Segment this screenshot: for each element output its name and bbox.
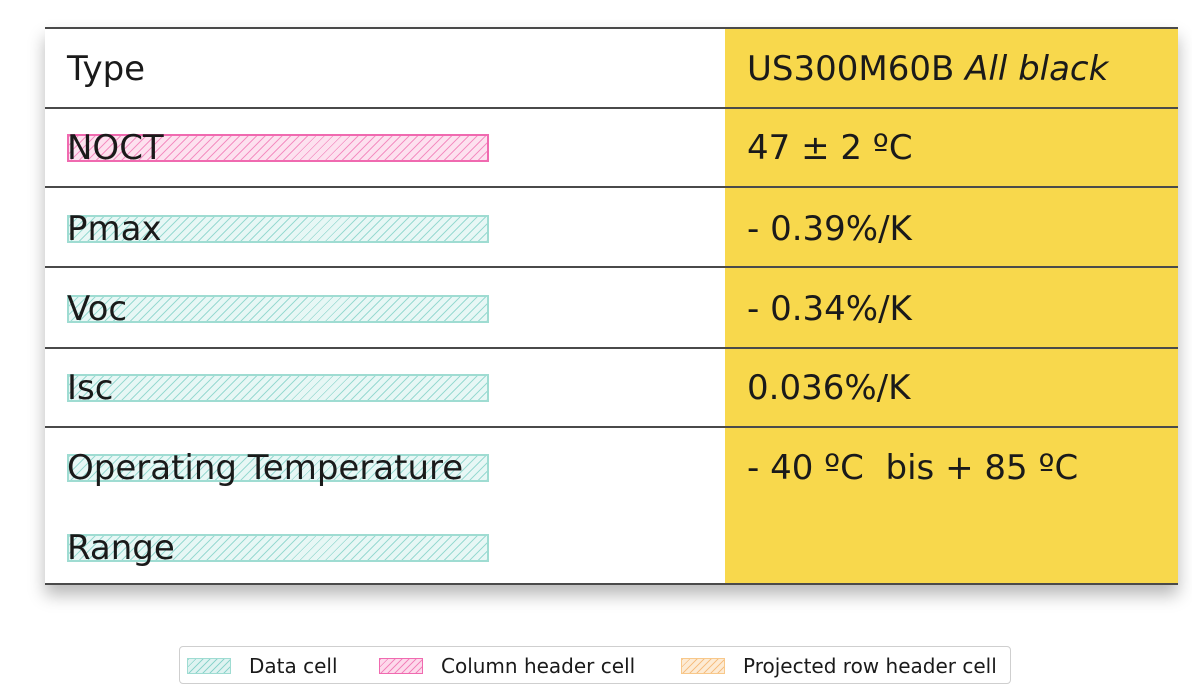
- row-label-range: Range: [67, 528, 175, 568]
- table-row: Voc - 0.34%/K: [45, 266, 1178, 347]
- data-cell-highlight: [67, 534, 489, 562]
- legend-item-projected-row-header-cell: Projected row header cell: [681, 647, 997, 685]
- data-cell-highlight: [67, 215, 489, 243]
- row-label-operating-temperature: Operating Temperature: [67, 448, 464, 488]
- data-cell-highlight: [67, 295, 489, 323]
- row-value-pmax: - 0.39%/K: [747, 209, 912, 249]
- row-value-voc: - 0.34%/K: [747, 289, 912, 329]
- row-divider: [45, 583, 1178, 585]
- column-header-cell-swatch: [379, 658, 423, 674]
- projected-row-header-cell-swatch: [681, 658, 725, 674]
- data-cell-highlight: [67, 454, 489, 482]
- type-model: US300M60B: [747, 49, 955, 89]
- row-label-type: Type: [67, 49, 146, 89]
- type-variant: All black: [965, 49, 1109, 89]
- row-divider: [45, 347, 1178, 349]
- spec-table: Type US300M60B All black NOCT 47 ± 2 ºC …: [45, 27, 1178, 585]
- row-divider: [45, 27, 1178, 29]
- table-row: Operating Temperature Range - 40 ºC bis …: [45, 426, 1178, 583]
- legend-label: Column header cell: [441, 654, 636, 678]
- legend: Data cell Column header cell Projected r…: [179, 646, 1011, 684]
- legend-label: Data cell: [249, 654, 338, 678]
- row-label-noct: NOCT: [67, 128, 164, 168]
- data-cell-swatch: [187, 658, 231, 674]
- value-column-background: [725, 27, 1178, 585]
- row-value-operating-temperature: - 40 ºC bis + 85 ºC: [747, 448, 1079, 488]
- table-row: NOCT 47 ± 2 ºC: [45, 107, 1178, 186]
- row-divider: [45, 186, 1178, 188]
- row-value-noct: 47 ± 2 ºC: [747, 128, 913, 168]
- row-label-voc: Voc: [67, 289, 128, 329]
- legend-label: Projected row header cell: [743, 654, 997, 678]
- legend-item-column-header-cell: Column header cell: [379, 647, 635, 685]
- data-cell-highlight: [67, 374, 489, 402]
- legend-item-data-cell: Data cell: [187, 647, 338, 685]
- row-value-type: US300M60B All black: [747, 52, 1108, 86]
- row-label-isc: Isc: [67, 368, 114, 408]
- table-row: Isc 0.036%/K: [45, 347, 1178, 426]
- row-divider: [45, 426, 1178, 428]
- table-row: Pmax - 0.39%/K: [45, 186, 1178, 266]
- row-divider: [45, 266, 1178, 268]
- row-value-isc: 0.036%/K: [747, 368, 911, 408]
- row-divider: [45, 107, 1178, 109]
- column-header-cell-highlight: [67, 134, 489, 162]
- table-row: Type US300M60B All black: [45, 27, 1178, 107]
- row-label-pmax: Pmax: [67, 209, 162, 249]
